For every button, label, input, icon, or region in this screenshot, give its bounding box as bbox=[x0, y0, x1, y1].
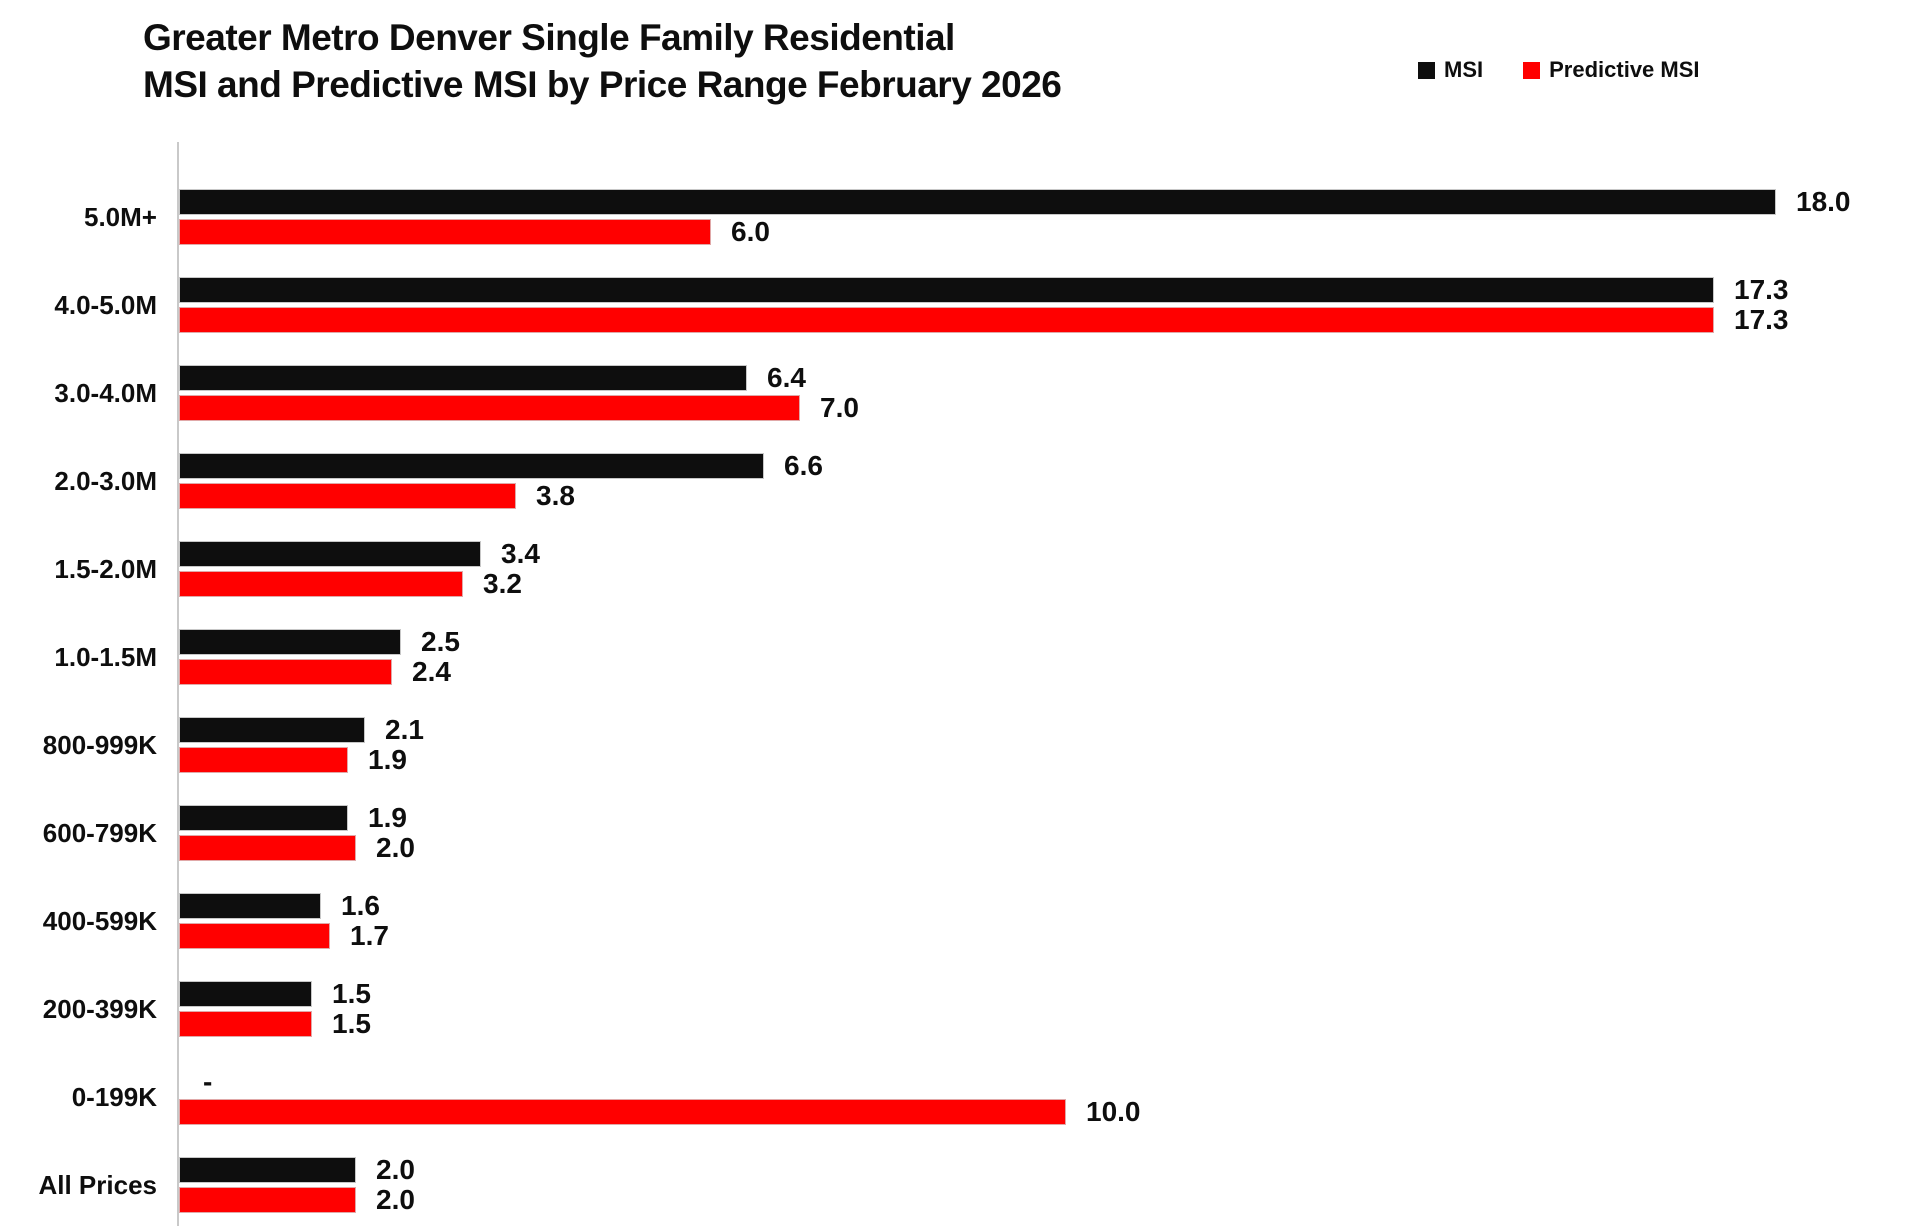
msi-bar bbox=[179, 629, 401, 655]
category-label: 5.0M+ bbox=[84, 202, 157, 232]
missing-value-dash: - bbox=[203, 1066, 213, 1097]
msi-bar bbox=[179, 805, 348, 831]
y-axis-line bbox=[177, 142, 179, 1226]
predictive-msi-value-label: 2.4 bbox=[412, 656, 451, 687]
msi-value-label: 2.5 bbox=[421, 626, 460, 657]
category-row: 3.0-4.0M 6.4 7.0 bbox=[0, 337, 1920, 425]
category-row: 0-199K - 10.0 bbox=[0, 1041, 1920, 1129]
category-row: 200-399K 1.5 1.5 bbox=[0, 953, 1920, 1041]
category-row: All Prices 2.0 2.0 bbox=[0, 1129, 1920, 1217]
predictive-msi-bar bbox=[179, 307, 1714, 333]
msi-bar bbox=[179, 541, 481, 567]
predictive-msi-bar bbox=[179, 1099, 1066, 1125]
category-label: 3.0-4.0M bbox=[54, 378, 157, 408]
predictive-msi-value-label: 2.0 bbox=[376, 1184, 415, 1215]
predictive-msi-bar bbox=[179, 747, 348, 773]
msi-bar bbox=[179, 453, 764, 479]
predictive-msi-value-label: 3.2 bbox=[483, 568, 522, 599]
predictive-msi-value-label: 10.0 bbox=[1086, 1096, 1141, 1127]
predictive-msi-bar bbox=[179, 483, 516, 509]
category-label: All Prices bbox=[38, 1170, 157, 1200]
predictive-msi-bar bbox=[179, 1187, 356, 1213]
category-label: 0-199K bbox=[71, 1082, 157, 1112]
predictive-msi-value-label: 1.9 bbox=[368, 744, 407, 775]
msi-value-label: 2.1 bbox=[385, 714, 424, 745]
predictive-msi-bar bbox=[179, 835, 356, 861]
legend: MSI Predictive MSI bbox=[1418, 57, 1700, 83]
predictive-msi-bar bbox=[179, 659, 392, 685]
category-row: 1.5-2.0M 3.4 3.2 bbox=[0, 513, 1920, 601]
category-row: 600-799K 1.9 2.0 bbox=[0, 777, 1920, 865]
msi-value-label: 18.0 bbox=[1796, 186, 1851, 217]
category-row: 1.0-1.5M 2.5 2.4 bbox=[0, 601, 1920, 689]
predictive-msi-bar bbox=[179, 219, 711, 245]
legend-item-msi: MSI bbox=[1418, 57, 1483, 83]
category-label: 2.0-3.0M bbox=[54, 466, 157, 496]
predictive-msi-bar bbox=[179, 923, 330, 949]
category-label: 400-599K bbox=[42, 906, 157, 936]
predictive-msi-value-label: 7.0 bbox=[820, 392, 859, 423]
chart-title-line2: MSI and Predictive MSI by Price Range Fe… bbox=[143, 64, 1062, 105]
msi-bar bbox=[179, 1157, 356, 1183]
category-row: 4.0-5.0M 17.3 17.3 bbox=[0, 249, 1920, 337]
predictive-msi-bar bbox=[179, 1011, 312, 1037]
msi-value-label: 17.3 bbox=[1734, 274, 1789, 305]
predictive-msi-bar bbox=[179, 571, 463, 597]
category-label: 1.0-1.5M bbox=[54, 642, 157, 672]
msi-value-label: 6.6 bbox=[784, 450, 823, 481]
category-row: 2.0-3.0M 6.6 3.8 bbox=[0, 425, 1920, 513]
bars-area: 5.0M+ 18.0 6.0 4.0-5.0M 17.3 17.3 3.0-4.0M 6.4 7… bbox=[0, 161, 1920, 1217]
predictive-msi-legend-swatch-icon bbox=[1523, 61, 1541, 79]
msi-value-label: 1.5 bbox=[332, 978, 371, 1009]
msi-value-label: 1.9 bbox=[368, 802, 407, 833]
msi-bar bbox=[179, 717, 365, 743]
category-row: 400-599K 1.6 1.7 bbox=[0, 865, 1920, 953]
msi-bar bbox=[179, 277, 1714, 303]
msi-value-label: 3.4 bbox=[501, 538, 540, 569]
predictive-msi-value-label: 1.7 bbox=[350, 920, 389, 951]
category-label: 600-799K bbox=[42, 818, 157, 848]
predictive-msi-value-label: 17.3 bbox=[1734, 304, 1789, 335]
category-row: 800-999K 2.1 1.9 bbox=[0, 689, 1920, 777]
chart-title-line1: Greater Metro Denver Single Family Resid… bbox=[143, 17, 955, 58]
predictive-msi-value-label: 3.8 bbox=[536, 480, 575, 511]
predictive-msi-bar bbox=[179, 395, 800, 421]
msi-legend-label: MSI bbox=[1444, 57, 1484, 82]
category-label: 4.0-5.0M bbox=[54, 290, 157, 320]
msi-bar bbox=[179, 981, 312, 1007]
category-label: 800-999K bbox=[42, 730, 157, 760]
legend-item-predictive-msi: Predictive MSI bbox=[1523, 57, 1700, 83]
predictive-msi-value-label: 6.0 bbox=[731, 216, 770, 247]
predictive-msi-legend-label: Predictive MSI bbox=[1549, 57, 1700, 82]
msi-bar bbox=[179, 189, 1776, 215]
msi-value-label: 2.0 bbox=[376, 1154, 415, 1185]
category-label: 200-399K bbox=[42, 994, 157, 1024]
category-label: 1.5-2.0M bbox=[54, 554, 157, 584]
msi-legend-swatch-icon bbox=[1418, 61, 1435, 79]
msi-bar bbox=[179, 893, 321, 919]
msi-value-label: 1.6 bbox=[341, 890, 380, 921]
category-row: 5.0M+ 18.0 6.0 bbox=[0, 161, 1920, 249]
msi-value-label: 6.4 bbox=[767, 362, 806, 393]
msi-bar bbox=[179, 365, 747, 391]
predictive-msi-value-label: 1.5 bbox=[332, 1008, 371, 1039]
predictive-msi-value-label: 2.0 bbox=[376, 832, 415, 863]
chart-title: Greater Metro Denver Single Family Resid… bbox=[143, 14, 1062, 108]
